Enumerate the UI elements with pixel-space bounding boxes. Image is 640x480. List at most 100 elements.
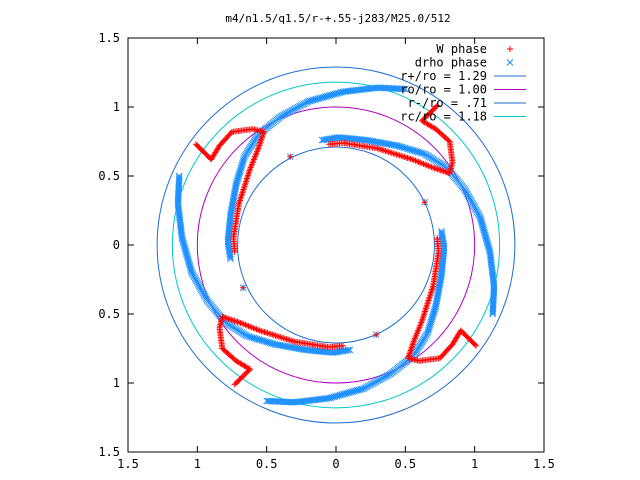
w-phase-point [396, 152, 403, 159]
w-phase-point [404, 154, 411, 161]
legend-label: rc/ro = 1.18 [400, 110, 487, 124]
cross-b [243, 332, 251, 340]
cross-b [481, 229, 488, 237]
w-phase-point [269, 331, 276, 338]
legend-label: W phase [436, 42, 487, 56]
w-phase-point [275, 333, 282, 340]
axis-ticks: 1.5 1 0.5 0 0.5 1 1.51.510.500.511.5 [98, 31, 555, 471]
y-tick-label: 0 [113, 238, 120, 252]
w-phase-point [280, 335, 287, 342]
w-phase-point [270, 332, 277, 339]
cross-b [186, 261, 193, 269]
w-phase-point [408, 344, 415, 351]
x-tick-label: 0.5 [256, 457, 278, 471]
cross-b [477, 215, 485, 223]
cross-b [226, 253, 234, 261]
y-tick-label: 1 [113, 376, 120, 390]
w-phase-point [380, 147, 387, 154]
cross-b [396, 143, 404, 150]
w-phase-point [238, 191, 245, 198]
w-phase-point [420, 313, 427, 320]
w-phase-point [283, 336, 290, 343]
w-phase-point [289, 338, 296, 345]
cross-b [180, 242, 188, 250]
w-phase-point [236, 199, 243, 206]
w-phase-point [243, 177, 250, 184]
w-phase-point [274, 333, 281, 340]
w-phase-point [229, 317, 236, 324]
cross-b [185, 259, 193, 267]
legend-label: r-/ro = .71 [408, 96, 487, 110]
cross-b [179, 237, 187, 245]
cross-b [248, 334, 256, 341]
w-phase-point [278, 334, 285, 341]
cross-b [480, 226, 488, 234]
cross-b [184, 255, 192, 262]
w-phase-point [445, 137, 452, 144]
w-phase-point [373, 331, 380, 338]
cross-b [486, 248, 494, 256]
cross-b [256, 336, 264, 344]
cross-b [247, 333, 254, 341]
cross-b [438, 227, 445, 235]
cross-b [186, 262, 194, 270]
y-tick-label: 1.5 [98, 31, 120, 45]
cross-b [411, 147, 419, 155]
w-phase-point [379, 146, 386, 153]
w-phase-point [267, 331, 274, 338]
w-phase-point [434, 166, 441, 173]
cross-b [401, 144, 409, 152]
w-phase-point [238, 192, 245, 199]
cross-b [252, 335, 259, 342]
cross-b [400, 144, 407, 151]
drho-phase-point [344, 346, 352, 354]
cross-b [253, 335, 261, 343]
w-phase-point [245, 170, 252, 177]
cross-b [405, 145, 412, 153]
cross-b [481, 231, 489, 239]
cross-b [179, 236, 186, 244]
cross-b [403, 145, 411, 152]
w-phase-point [266, 330, 273, 337]
cross-b [184, 253, 191, 261]
cross-b [438, 229, 446, 237]
cross-b [485, 245, 493, 253]
w-phase-point [422, 306, 429, 313]
w-phase-point [272, 332, 279, 339]
w-phase-point [428, 289, 435, 296]
w-phase-point [377, 146, 384, 153]
cross-b [181, 244, 189, 251]
x-tick-label: 1 [471, 457, 478, 471]
w-phase-point [376, 145, 383, 152]
w-phase-point [421, 199, 428, 206]
cross-b [483, 239, 491, 246]
drho-phase-point [227, 255, 234, 263]
y-tick-label: 0.5 [98, 169, 120, 183]
w-phase-point [240, 184, 247, 191]
cross-b [344, 346, 352, 354]
cross-b [263, 338, 271, 346]
w-phase-point [241, 181, 248, 188]
cross-b [180, 241, 188, 248]
w-phase-point [427, 291, 434, 298]
w-phase-point [387, 149, 394, 156]
cross-b [326, 348, 334, 356]
chart-title: m4/n1.5/q1.5/r-+.55-j283/M25.0/512 [225, 12, 450, 25]
w-phase-point [244, 173, 251, 180]
w-phase-point [239, 188, 246, 195]
cross-b [477, 217, 485, 224]
w-phase-point [426, 295, 433, 302]
cross-b [483, 237, 491, 245]
drho-phase-point [320, 136, 328, 144]
cross-b [346, 346, 354, 354]
w-phase-point [388, 149, 395, 156]
w-phase-point [287, 153, 294, 160]
cross-b [178, 234, 186, 242]
w-phase-point [425, 297, 432, 304]
cross-b [482, 232, 489, 240]
cross-b [181, 245, 189, 253]
drho-phase-point [346, 346, 354, 354]
cross-b [255, 336, 263, 343]
cross-b [486, 246, 493, 254]
